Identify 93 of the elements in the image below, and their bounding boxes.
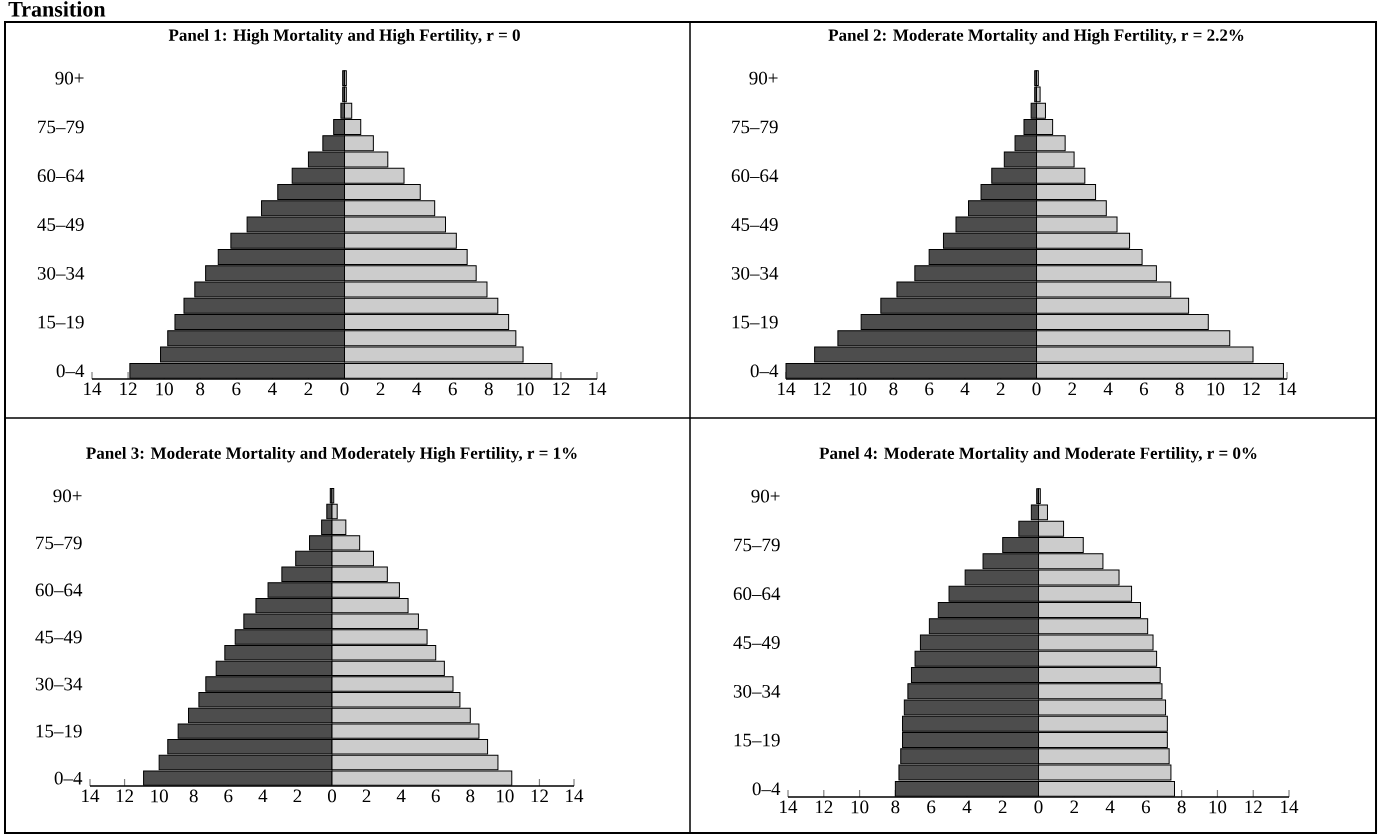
x-tick-label: 6 [224,789,233,803]
x-tick-label: 14 [589,382,607,396]
x-tick-label: 12 [116,789,134,803]
y-tick-label: 15–19 [38,315,84,329]
y-tick-label: 60–64 [37,169,85,183]
x-tick-label: 2 [293,789,302,803]
y-tick-label: 0–4 [54,771,83,785]
y-tick-label: 30–34 [37,266,85,280]
x-tick-label: 12 [1245,800,1262,814]
x-tick-label: 8 [1177,800,1186,814]
x-tick-label: 0 [327,789,337,803]
x-tick-label: 10 [1209,800,1227,814]
y-tick-label: 75–79 [38,120,84,134]
x-tick-label: 10 [1207,382,1225,396]
x-tick-label: 14 [566,789,584,803]
x-tick-label: 8 [484,382,493,396]
x-tick-label: 10 [497,789,514,803]
chart-title: Panel 1: High Mortality and High Fertility, r = 0 [168,28,520,45]
x-tick-label: 14 [1281,800,1299,814]
x-tick-label: 10 [851,800,869,814]
x-tick-label: 4 [258,789,268,803]
x-tick-label: 4 [267,382,277,396]
x-tick-label: 2 [304,382,313,396]
x-tick-label: 12 [815,800,833,814]
x-tick-label: 14 [780,800,798,814]
x-tick-label: 8 [189,789,198,803]
y-tick-label: 45–49 [35,630,82,644]
x-tick-label: 12 [120,382,137,396]
x-tick-label: 6 [927,800,936,814]
y-tick-label: 90+ [751,489,780,503]
x-tick-label: 6 [448,382,457,396]
x-tick-label: 4 [960,382,970,396]
y-tick-label: 45–49 [37,218,84,231]
y-tick-label: 30–34 [35,677,83,691]
y-tick-label: 30–34 [733,684,781,698]
x-tick-label: 2 [1068,382,1076,396]
chart-title: Panel 4: Moderate Mortality and Moderate Fertility, r = 0% [819,447,1257,463]
x-tick-label: 10 [517,382,534,396]
x-tick-label: 10 [156,382,173,396]
y-tick-label: 15–19 [732,315,778,329]
y-tick-label: 45–49 [733,636,780,649]
x-tick-label: 4 [1105,800,1115,814]
x-tick-label: 8 [196,382,205,396]
y-tick-label: 0–4 [752,782,781,796]
x-tick-label: 6 [925,382,934,396]
x-tick-label: 6 [1141,800,1151,814]
x-tick-label: 4 [412,382,422,396]
y-tick-label: 75–79 [36,536,82,550]
x-tick-label: 10 [151,789,168,803]
x-tick-label: 14 [84,382,102,396]
x-tick-label: 14 [1279,382,1297,396]
x-tick-label: 2 [998,800,1007,814]
x-tick-label: 12 [531,789,548,803]
x-tick-label: 4 [962,800,972,814]
y-tick-label: 75–79 [732,120,778,134]
y-tick-label: 90+ [53,489,82,503]
x-tick-label: 8 [889,382,898,396]
y-tick-label: 30–34 [731,266,779,280]
x-tick-label: 8 [891,800,900,814]
y-tick-label: 0–4 [56,364,85,378]
y-tick-label: 15–19 [734,733,780,747]
x-tick-label: 12 [553,382,570,396]
x-tick-label: 14 [82,789,100,803]
x-tick-label: 12 [813,382,831,396]
x-tick-label: 0 [1034,800,1043,814]
y-tick-label: 60–64 [731,169,779,183]
x-tick-label: 10 [849,382,867,396]
text: Transition [8,1,106,17]
x-tick-label: 6 [1139,382,1149,396]
x-tick-label: 8 [466,789,475,803]
x-tick-label: 2 [376,382,385,396]
x-tick-label: 0 [340,382,349,396]
x-tick-label: 14 [778,382,796,396]
y-tick-label: 15–19 [36,724,82,738]
y-tick-label: 0–4 [750,364,779,378]
chart-title: Panel 2: Moderate Mortality and High Fertility, r = 2.2% [828,28,1244,45]
y-tick-label: 75–79 [734,538,780,552]
x-tick-label: 0 [1032,382,1041,396]
x-tick-label: 12 [1243,382,1260,396]
x-tick-label: 2 [996,382,1005,396]
x-tick-label: 4 [396,789,406,803]
x-tick-label: 4 [1103,382,1113,396]
y-tick-label: 45–49 [731,218,778,231]
y-tick-label: 60–64 [35,583,83,597]
x-tick-label: 2 [362,789,371,803]
y-tick-label: 90+ [55,71,84,85]
x-tick-label: 6 [232,382,241,396]
chart-title: Panel 3: Moderate Mortality and Moderately High Fertility, r = 1% [86,446,577,463]
x-tick-label: 8 [1175,382,1184,396]
y-tick-label: 90+ [749,71,778,85]
y-tick-label: 60–64 [733,587,781,601]
x-tick-label: 2 [1070,800,1078,814]
x-tick-label: 6 [431,789,440,803]
